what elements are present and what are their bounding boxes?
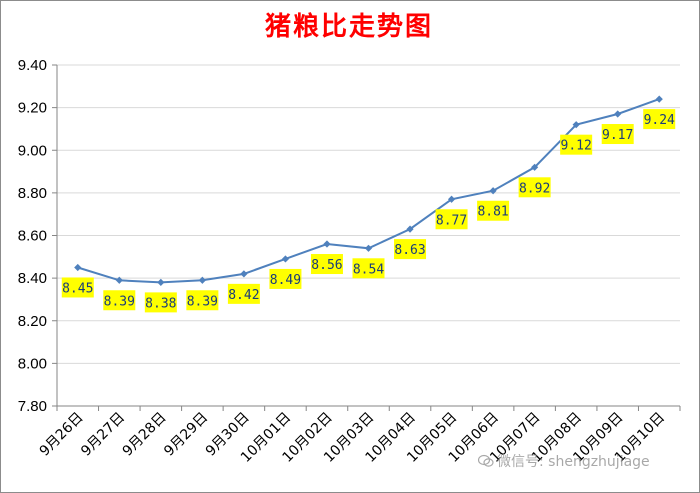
data-label: 9.17 <box>601 124 634 145</box>
y-tick-label: 8.80 <box>18 185 47 202</box>
series-polyline <box>77 98 660 284</box>
data-label-box <box>144 292 177 313</box>
y-tick-labels: 7.80 8.00 8.20 8.40 8.60 8.80 9.00 9.20 9.40 <box>18 57 47 415</box>
data-label-box <box>601 124 634 145</box>
data-label-box <box>310 254 343 275</box>
data-point <box>240 270 248 278</box>
data-label: 8.42 <box>227 283 260 304</box>
data-label-text: 8.39 <box>187 294 218 309</box>
data-point <box>281 255 290 263</box>
data-point <box>364 244 373 252</box>
data-label-text: 9.24 <box>644 113 675 128</box>
data-label-box <box>103 290 136 311</box>
data-label-box <box>352 258 385 279</box>
data-label-text: 8.38 <box>145 296 176 311</box>
data-label: 8.38 <box>144 292 177 313</box>
chart-title: 猪粮比走势图 <box>264 12 433 42</box>
data-label-text: 8.56 <box>311 258 342 273</box>
data-label-text: 8.77 <box>436 213 467 228</box>
y-tick-label: 8.60 <box>18 228 47 245</box>
data-label-text: 8.81 <box>477 205 508 220</box>
data-label: 8.39 <box>103 290 136 311</box>
data-label: 8.49 <box>269 268 302 289</box>
data-label-text: 8.49 <box>270 273 301 288</box>
x-tick-label: 9月28日 <box>120 410 170 460</box>
wechat-icon <box>477 454 494 470</box>
data-label-box <box>477 200 510 221</box>
y-tick-label: 8.00 <box>18 355 47 372</box>
data-label-text: 8.42 <box>228 288 259 303</box>
series-line <box>74 95 663 286</box>
data-label-box <box>227 283 260 304</box>
data-label-text: 8.92 <box>519 181 550 196</box>
data-point <box>406 225 414 233</box>
data-point <box>572 121 580 129</box>
data-label-box <box>61 277 94 298</box>
data-label: 8.54 <box>352 258 385 279</box>
data-label-box <box>435 209 468 230</box>
data-label-box <box>394 239 427 260</box>
axes <box>52 64 681 411</box>
data-label-box <box>643 109 676 130</box>
y-tick-label: 8.40 <box>18 270 47 287</box>
data-labels: 8.45 8.39 8.38 8.39 8.42 8.49 8.56 8.54 8.63 8.77… <box>61 109 676 313</box>
data-label-box <box>518 177 551 198</box>
watermark-text: 微信号: shengzhujiage <box>497 454 650 470</box>
data-point <box>531 163 539 171</box>
data-point <box>198 276 206 284</box>
data-label-box <box>269 268 302 289</box>
data-label-text: 9.17 <box>602 128 633 143</box>
data-point <box>614 110 622 118</box>
data-label: 8.39 <box>186 290 219 311</box>
data-point <box>115 276 123 284</box>
y-tick-label: 8.20 <box>18 313 47 330</box>
y-tick-label: 9.20 <box>18 100 47 117</box>
data-label: 8.77 <box>435 209 468 230</box>
data-label-text: 8.39 <box>104 294 135 309</box>
data-point <box>447 195 456 203</box>
data-point <box>74 263 82 272</box>
gridlines <box>57 64 680 364</box>
x-tick-label: 9月29日 <box>161 410 211 460</box>
data-label-text: 8.54 <box>353 262 384 277</box>
data-label: 8.45 <box>61 277 94 298</box>
y-tick-label: 7.80 <box>18 398 47 415</box>
watermark: 微信号: shengzhujiage <box>477 451 650 471</box>
x-tick-label: 9月27日 <box>78 410 128 460</box>
data-label: 8.81 <box>477 200 510 221</box>
data-label: 8.56 <box>310 254 343 275</box>
data-label-box <box>560 134 593 155</box>
data-label-box <box>186 290 219 311</box>
data-point <box>655 95 663 103</box>
data-point <box>157 278 165 286</box>
y-tick-label: 9.00 <box>18 142 47 159</box>
data-label-text: 9.12 <box>561 139 592 154</box>
y-tick-label: 9.40 <box>18 57 47 74</box>
data-point <box>323 240 331 248</box>
data-label-text: 8.63 <box>394 243 425 258</box>
data-point <box>489 187 497 195</box>
data-label: 8.63 <box>394 239 427 260</box>
data-label-text: 8.45 <box>62 281 93 296</box>
data-label: 8.92 <box>518 177 551 198</box>
x-tick-label: 9月26日 <box>37 410 87 460</box>
data-label: 9.24 <box>643 109 676 130</box>
data-label: 9.12 <box>560 134 593 155</box>
